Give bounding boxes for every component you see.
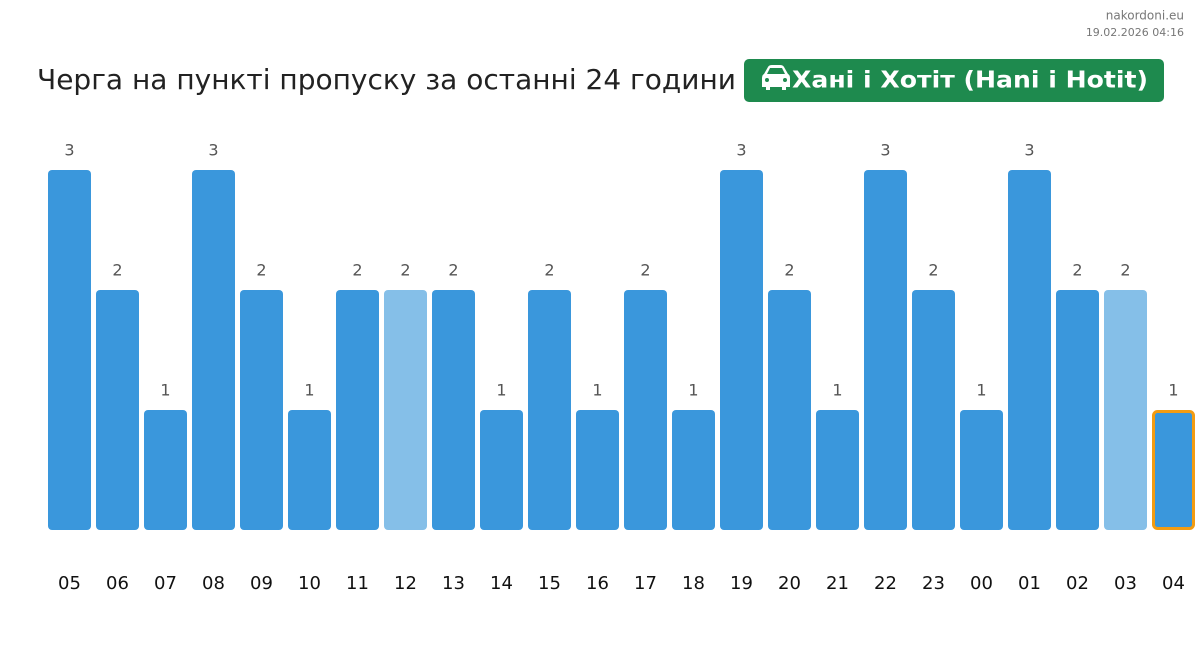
value-label: 2 <box>640 261 650 280</box>
x-tick-label: 18 <box>682 573 705 594</box>
value-label: 2 <box>928 261 938 280</box>
bar <box>480 410 523 530</box>
bar <box>528 290 571 530</box>
value-label: 1 <box>592 381 602 400</box>
bar <box>720 170 763 530</box>
car-icon <box>762 65 790 90</box>
bar <box>624 290 667 530</box>
bar <box>864 170 907 530</box>
bar <box>1056 290 1099 530</box>
x-tick-label: 15 <box>538 573 561 594</box>
timestamp: 19.02.2026 04:16 <box>1086 26 1184 39</box>
x-tick-label: 16 <box>586 573 609 594</box>
value-label: 1 <box>1168 381 1178 400</box>
bar <box>48 170 91 530</box>
x-tick-label: 19 <box>730 573 753 594</box>
value-label: 2 <box>400 261 410 280</box>
x-tick-label: 11 <box>346 573 369 594</box>
value-label: 2 <box>256 261 266 280</box>
bar <box>1152 410 1195 530</box>
value-label: 1 <box>496 381 506 400</box>
bar <box>1104 290 1147 530</box>
checkpoint-name[interactable]: Хані і Хотіт (Hani i Hotit) <box>792 68 1148 94</box>
x-tick-label: 21 <box>826 573 849 594</box>
site: nakordoni.eu <box>1106 9 1184 23</box>
x-tick-label: 05 <box>58 573 81 594</box>
x-tick-label: 01 <box>1018 573 1041 594</box>
x-tick-label: 22 <box>874 573 897 594</box>
x-tick-label: 14 <box>490 573 513 594</box>
bar <box>672 410 715 530</box>
x-tick-label: 13 <box>442 573 465 594</box>
value-label: 1 <box>976 381 986 400</box>
bar <box>768 290 811 530</box>
bar <box>288 410 331 530</box>
x-tick-label: 07 <box>154 573 177 594</box>
x-tick-label: 04 <box>1162 573 1185 594</box>
value-label: 3 <box>736 141 746 160</box>
bar <box>576 410 619 530</box>
x-tick-label: 03 <box>1114 573 1137 594</box>
x-tick-label: 10 <box>298 573 321 594</box>
value-label: 3 <box>1024 141 1034 160</box>
x-tick-label: 08 <box>202 573 225 594</box>
bar <box>960 410 1003 530</box>
bar <box>1008 170 1051 530</box>
value-label: 1 <box>688 381 698 400</box>
value-label: 1 <box>304 381 314 400</box>
value-label: 1 <box>832 381 842 400</box>
x-tick-label: 12 <box>394 573 417 594</box>
value-label: 3 <box>64 141 74 160</box>
bar <box>816 410 859 530</box>
bar <box>192 170 235 530</box>
value-label: 2 <box>448 261 458 280</box>
bar <box>240 290 283 530</box>
value-label: 1 <box>160 381 170 400</box>
bar <box>96 290 139 530</box>
bar <box>912 290 955 530</box>
bar <box>384 290 427 530</box>
x-tick-label: 20 <box>778 573 801 594</box>
x-tick-label: 02 <box>1066 573 1089 594</box>
x-tick-label: 00 <box>970 573 993 594</box>
value-label: 2 <box>1072 261 1082 280</box>
x-tick-label: 23 <box>922 573 945 594</box>
bar <box>336 290 379 530</box>
bar <box>432 290 475 530</box>
value-label: 2 <box>112 261 122 280</box>
x-tick-label: 09 <box>250 573 273 594</box>
value-label: 2 <box>1120 261 1130 280</box>
chart-title: Черга на пункті пропуску за останні 24 г… <box>37 63 736 96</box>
bar <box>144 410 187 530</box>
value-label: 3 <box>880 141 890 160</box>
value-label: 2 <box>784 261 794 280</box>
checkpoint-badge[interactable] <box>744 59 1164 102</box>
x-tick-label: 17 <box>634 573 657 594</box>
x-tick-label: 06 <box>106 573 129 594</box>
value-label: 3 <box>208 141 218 160</box>
value-label: 2 <box>352 261 362 280</box>
value-label: 2 <box>544 261 554 280</box>
